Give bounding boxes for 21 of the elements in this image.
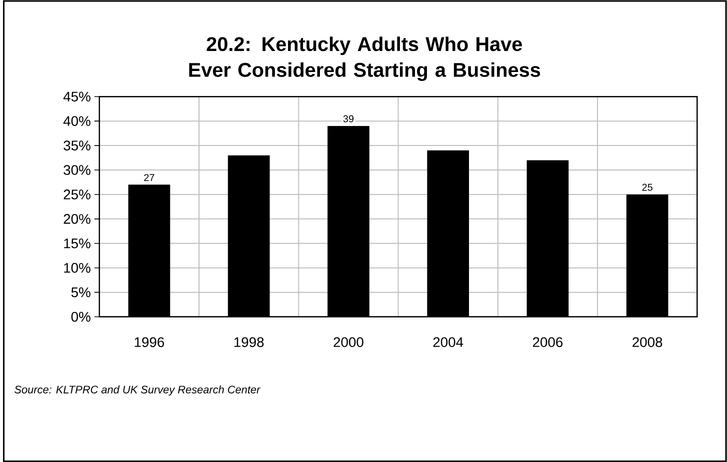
- y-tick-label: 0%: [71, 312, 90, 322]
- x-tick-label: 2004: [433, 337, 464, 347]
- x-tick-label: 2000: [334, 337, 364, 347]
- x-tick-label: 2006: [532, 337, 563, 347]
- data-label: 25: [642, 184, 652, 191]
- y-tick-label: 45%: [63, 92, 90, 102]
- x-tick-label: 1996: [134, 337, 164, 347]
- y-tick-label: 20%: [64, 214, 90, 224]
- x-tick-label: 2008: [632, 337, 662, 347]
- text: Source: KLTPRC and UK Survey Research Center: [14, 385, 261, 396]
- x-tick-label: 1998: [234, 337, 264, 347]
- chart-title: 20.2: Kentucky Adults Who Have Ever Considered Starting a Business: [189, 36, 540, 81]
- y-tick-label: 5%: [71, 287, 90, 298]
- y-tick-label: 15%: [64, 238, 90, 248]
- y-tick-label: 40%: [63, 116, 90, 126]
- y-tick-label: 10%: [64, 262, 90, 273]
- y-tick-label: 25%: [64, 189, 90, 200]
- y-tick-label: 35%: [64, 140, 90, 150]
- data-label: 27: [144, 174, 154, 181]
- data-label: 39: [343, 115, 354, 122]
- y-tick-label: 30%: [64, 164, 90, 175]
